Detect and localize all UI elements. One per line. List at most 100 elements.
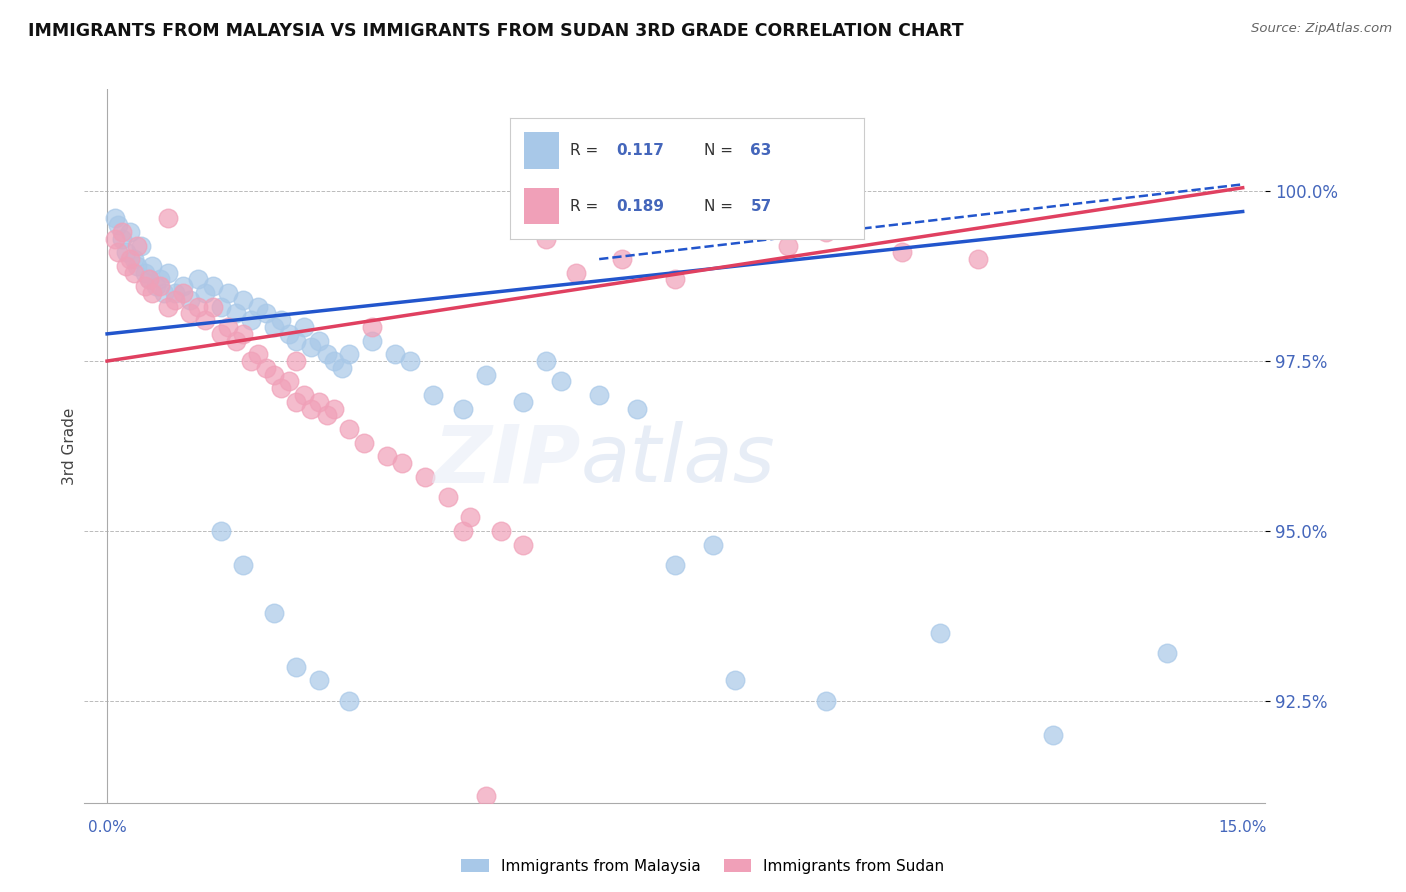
Point bbox=[165, 286, 187, 301]
Point bbox=[308, 673, 330, 688]
Point bbox=[292, 320, 315, 334]
Point bbox=[254, 360, 277, 375]
Point bbox=[270, 381, 292, 395]
Point bbox=[422, 388, 444, 402]
Point bbox=[232, 558, 254, 572]
Point bbox=[104, 211, 127, 226]
Point bbox=[315, 409, 337, 423]
Text: atlas: atlas bbox=[581, 421, 775, 500]
Point bbox=[512, 394, 534, 409]
Point bbox=[308, 394, 330, 409]
Point bbox=[194, 286, 217, 301]
Point bbox=[225, 334, 247, 348]
Point bbox=[202, 279, 225, 293]
Point bbox=[337, 422, 360, 436]
Point bbox=[156, 300, 179, 314]
Point bbox=[565, 266, 588, 280]
Point bbox=[107, 245, 129, 260]
Point bbox=[232, 293, 254, 307]
Point bbox=[145, 279, 167, 293]
Point bbox=[149, 279, 172, 293]
Point bbox=[337, 347, 360, 361]
Point bbox=[626, 401, 648, 416]
Point bbox=[115, 245, 138, 260]
Point bbox=[361, 320, 384, 334]
Text: ZIP: ZIP bbox=[433, 421, 581, 500]
Text: Source: ZipAtlas.com: Source: ZipAtlas.com bbox=[1251, 22, 1392, 36]
Point bbox=[337, 694, 360, 708]
Point bbox=[330, 360, 353, 375]
Point bbox=[285, 660, 308, 674]
Point bbox=[179, 306, 201, 320]
Point bbox=[122, 266, 145, 280]
Point bbox=[263, 368, 285, 382]
Point bbox=[153, 286, 176, 301]
Point bbox=[534, 232, 557, 246]
Point bbox=[115, 259, 138, 273]
Point bbox=[1042, 728, 1064, 742]
Point bbox=[127, 259, 149, 273]
Point bbox=[179, 293, 201, 307]
Point bbox=[122, 252, 145, 266]
Point bbox=[118, 225, 141, 239]
Point bbox=[436, 490, 458, 504]
Point bbox=[104, 232, 127, 246]
Point bbox=[702, 537, 724, 551]
Point bbox=[301, 341, 323, 355]
Point bbox=[534, 354, 557, 368]
Point bbox=[149, 272, 172, 286]
Point bbox=[815, 225, 838, 239]
Point bbox=[239, 354, 262, 368]
Point bbox=[474, 368, 496, 382]
Point bbox=[111, 232, 134, 246]
Point bbox=[384, 347, 406, 361]
Point bbox=[209, 300, 232, 314]
Point bbox=[928, 626, 950, 640]
Legend: Immigrants from Malaysia, Immigrants from Sudan: Immigrants from Malaysia, Immigrants fro… bbox=[456, 853, 950, 880]
Point bbox=[399, 354, 422, 368]
Point bbox=[702, 218, 724, 232]
Point bbox=[891, 245, 914, 260]
Point bbox=[202, 300, 225, 314]
Text: 0.0%: 0.0% bbox=[87, 820, 127, 835]
Point bbox=[778, 238, 800, 252]
Point bbox=[375, 449, 398, 463]
Point bbox=[489, 524, 512, 538]
Point bbox=[141, 286, 163, 301]
Point bbox=[285, 394, 308, 409]
Point bbox=[323, 401, 346, 416]
Point bbox=[187, 272, 209, 286]
Point bbox=[118, 252, 141, 266]
Point bbox=[664, 272, 686, 286]
Point bbox=[138, 272, 160, 286]
Point bbox=[315, 347, 337, 361]
Point bbox=[285, 334, 308, 348]
Point bbox=[588, 388, 610, 402]
Point bbox=[815, 694, 838, 708]
Point bbox=[247, 347, 270, 361]
Point bbox=[474, 789, 496, 803]
Point bbox=[209, 524, 232, 538]
Point bbox=[134, 279, 156, 293]
Point bbox=[361, 334, 384, 348]
Point bbox=[134, 266, 156, 280]
Text: IMMIGRANTS FROM MALAYSIA VS IMMIGRANTS FROM SUDAN 3RD GRADE CORRELATION CHART: IMMIGRANTS FROM MALAYSIA VS IMMIGRANTS F… bbox=[28, 22, 963, 40]
Point bbox=[664, 558, 686, 572]
Point bbox=[966, 252, 988, 266]
Point bbox=[550, 375, 572, 389]
Point bbox=[141, 259, 163, 273]
Point bbox=[247, 300, 270, 314]
Point bbox=[209, 326, 232, 341]
Point bbox=[187, 300, 209, 314]
Point bbox=[323, 354, 346, 368]
Point bbox=[270, 313, 292, 327]
Point bbox=[138, 272, 160, 286]
Point bbox=[111, 225, 134, 239]
Text: 15.0%: 15.0% bbox=[1219, 820, 1267, 835]
Point bbox=[194, 313, 217, 327]
Point bbox=[277, 375, 299, 389]
Point bbox=[254, 306, 277, 320]
Point bbox=[225, 306, 247, 320]
Point bbox=[285, 354, 308, 368]
Point bbox=[107, 218, 129, 232]
